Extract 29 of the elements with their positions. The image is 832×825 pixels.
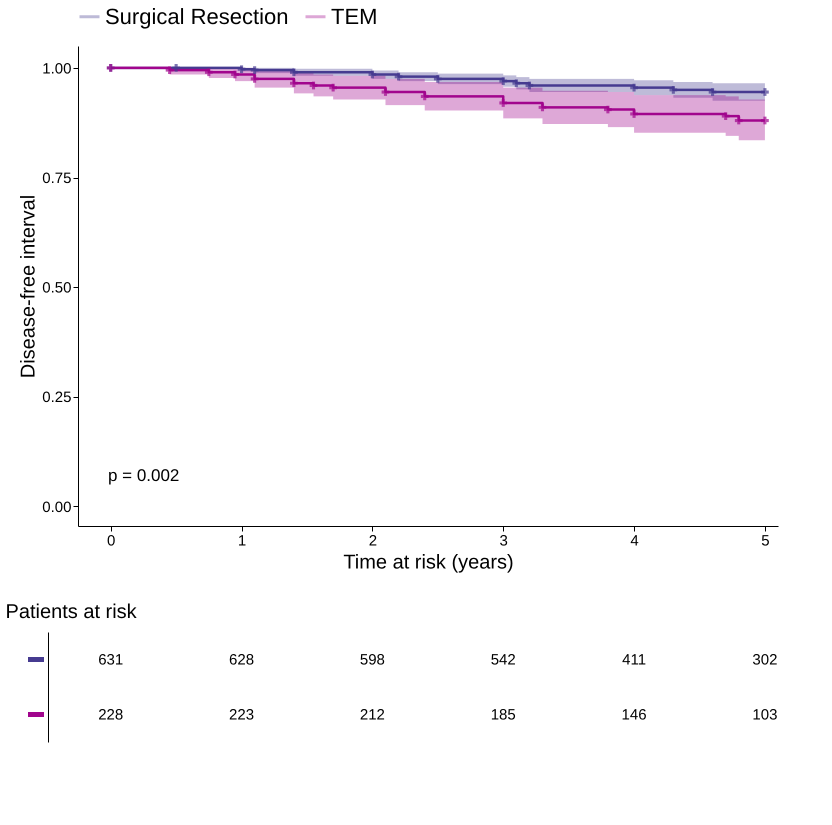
x-tick-label: 3 [500,532,508,550]
x-tick-label: 1 [238,532,246,550]
text: 542 [490,652,516,668]
text: 146 [622,706,647,724]
x-tick-label: 0 [107,532,116,550]
x-tick-label: 5 [761,532,770,550]
y-tick-label: 1.00 [42,60,72,78]
legend-label: TEM [331,4,378,29]
text: 598 [360,652,385,668]
x-tick-label: 4 [630,532,639,550]
text: 628 [229,652,254,668]
y-tick-label: 0.00 [42,498,72,516]
text: 631 [98,652,124,668]
text: Patients at risk [6,601,138,623]
legend-label: Surgical Resection [105,4,288,29]
text: 212 [360,706,385,724]
x-axis-title: Time at risk (years) [343,552,514,574]
text: 302 [752,652,778,668]
text: 411 [622,652,646,668]
text: 185 [490,706,516,724]
y-tick-label: 0.75 [42,170,72,188]
y-tick-label: 0.25 [42,389,72,406]
text: 103 [752,706,778,724]
annotation: p = 0.002 [108,466,180,485]
text: 223 [229,706,254,724]
y-axis-title: Disease-free interval [17,194,40,378]
y-tick-label: 0.50 [42,280,72,297]
text: 228 [98,706,124,724]
x-tick-label: 2 [368,532,378,550]
